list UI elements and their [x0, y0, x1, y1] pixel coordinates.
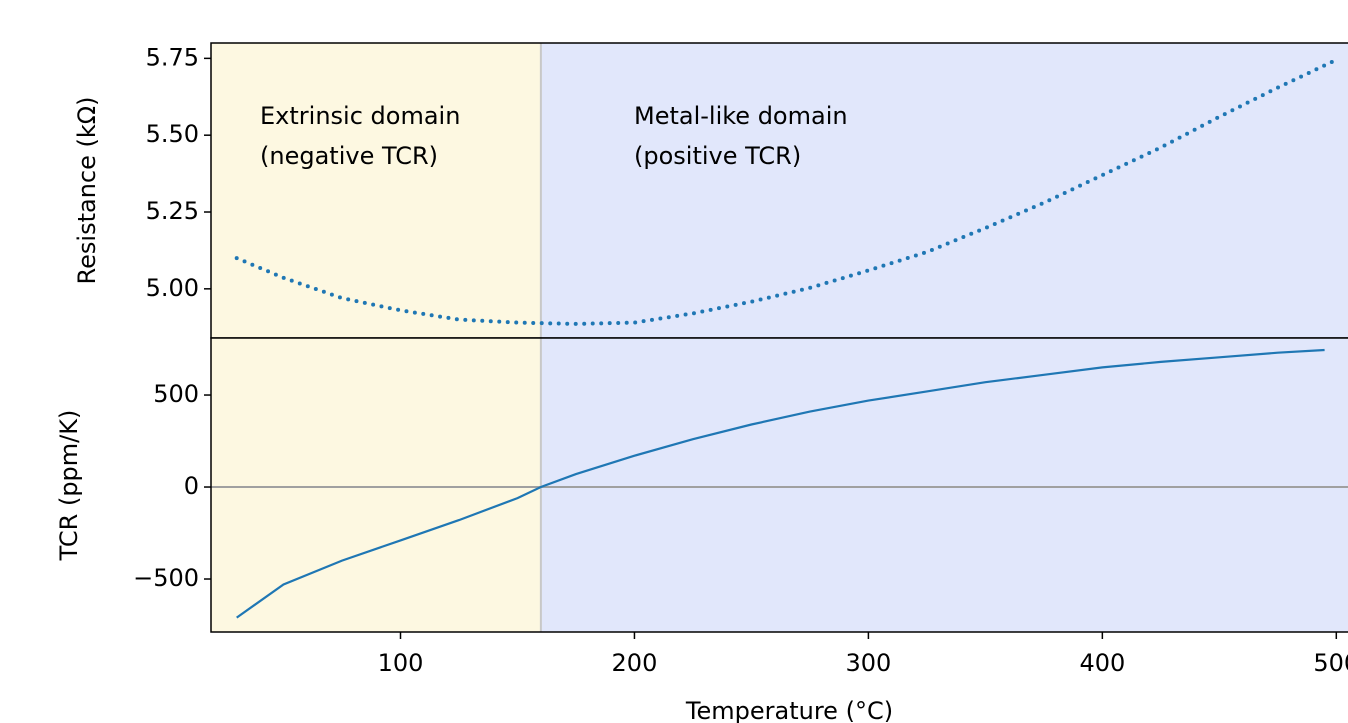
- x-tick-label: 400: [1079, 649, 1125, 677]
- series-line: [236, 348, 1325, 619]
- x-tick-label: 300: [845, 649, 891, 677]
- x-tick-label: 200: [612, 649, 658, 677]
- axes-frame: [210, 337, 1348, 633]
- region: [540, 43, 1348, 338]
- annotation: Extrinsic domain: [260, 102, 460, 130]
- y-tick-label: 0: [184, 472, 199, 500]
- y-tick-label: 500: [153, 380, 199, 408]
- x-tick-label: 500: [1313, 649, 1348, 677]
- y-tick-label: 5.25: [146, 197, 199, 225]
- y-tick-label: 5.50: [146, 120, 199, 148]
- y-tick-label: 5.75: [146, 43, 199, 71]
- annotation: (negative TCR): [260, 142, 438, 170]
- region: [211, 43, 541, 338]
- y-tick-label: −500: [133, 564, 199, 592]
- y-axis-label: TCR (ppm/K): [55, 410, 83, 562]
- annotation: Metal-like domain: [634, 102, 848, 130]
- x-tick-label: 100: [378, 649, 424, 677]
- y-axis-label: Resistance (kΩ): [73, 97, 101, 285]
- annotation: (positive TCR): [634, 142, 801, 170]
- x-axis-label: Temperature (°C): [685, 697, 893, 723]
- region: [211, 338, 541, 632]
- region: [540, 338, 1348, 632]
- y-tick-label: 5.00: [146, 274, 199, 302]
